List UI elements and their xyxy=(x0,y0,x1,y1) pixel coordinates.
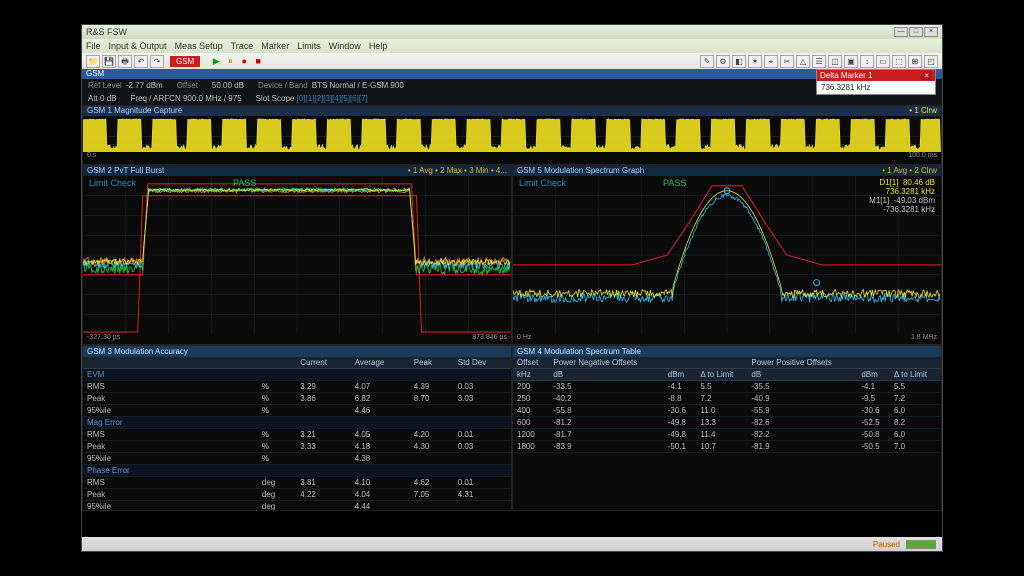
spectrum-table: OffsetPower Negative OffsetsPower Positi… xyxy=(513,357,941,453)
spectrum-limit-label: Limit Check xyxy=(519,178,566,188)
tbtn-j[interactable]: ▣ xyxy=(844,55,858,68)
spectrum-x0: 0 Hz xyxy=(517,334,531,344)
record-icon[interactable]: ● xyxy=(238,55,250,67)
spectrum-title: GSM 5 Modulation Spectrum Graph xyxy=(517,166,644,176)
titlebar: R&S FSW — □ × xyxy=(82,25,942,39)
min-button[interactable]: — xyxy=(894,27,908,37)
tab-gsm[interactable]: GSM xyxy=(170,56,200,67)
spectable-panel: GSM 4 Modulation Spectrum Table OffsetPo… xyxy=(512,345,942,511)
menu-marker[interactable]: Marker xyxy=(261,41,289,51)
menu-limits[interactable]: Limits xyxy=(297,41,321,51)
m2-name: M1[1] xyxy=(869,196,889,205)
tbtn-g[interactable]: △ xyxy=(796,55,810,68)
freq-value: 900.0 MHz / 975 xyxy=(183,94,242,103)
slot-value: [0][1][2][3][4][5][6][7] xyxy=(297,94,368,103)
menu-io[interactable]: Input & Output xyxy=(109,41,167,51)
tbtn-open[interactable]: 📁 xyxy=(86,55,100,68)
tbtn-e[interactable]: ⌖ xyxy=(764,55,778,68)
device-label: Device / Band xyxy=(258,81,308,90)
device-value: BTS Normal / E-GSM 900 xyxy=(312,81,404,90)
capture-x1: 100.0 ms xyxy=(908,152,937,164)
menu-meas[interactable]: Meas Setup xyxy=(175,41,223,51)
tbtn-h[interactable]: ☰ xyxy=(812,55,826,68)
menu-file[interactable]: File xyxy=(86,41,101,51)
spectable-title: GSM 4 Modulation Spectrum Table xyxy=(513,346,941,357)
status-paused: Paused xyxy=(873,540,900,549)
play-icon[interactable]: ▶ xyxy=(210,55,222,67)
m2-v2: -736.3281 kHz xyxy=(869,205,935,214)
tbtn-l[interactable]: ▭ xyxy=(876,55,890,68)
freq-label: Freq / ARFCN xyxy=(130,94,180,103)
accuracy-title: GSM 3 Modulation Accuracy xyxy=(83,346,511,357)
offset-label: Offset xyxy=(177,81,198,90)
burst-limit-label: Limit Check xyxy=(89,178,136,188)
menu-help[interactable]: Help xyxy=(369,41,388,51)
infobar: Ref Level -2.77 dBm Offset 50.00 dB Devi… xyxy=(82,79,942,92)
delta-title: Delta Marker 1 xyxy=(820,71,872,80)
m1-name: D1[1] xyxy=(879,178,898,187)
menubar: File Input & Output Meas Setup Trace Mar… xyxy=(82,39,942,53)
tbtn-o[interactable]: ◰ xyxy=(924,55,938,68)
tbtn-redo[interactable]: ↷ xyxy=(150,55,164,68)
burst-pass-label: PASS xyxy=(233,178,256,188)
app-title: R&S FSW xyxy=(86,27,127,37)
capture-title: GSM 1 Magnitude Capture xyxy=(87,106,182,116)
tbtn-b[interactable]: ⚙ xyxy=(716,55,730,68)
tbtn-m[interactable]: ⬚ xyxy=(892,55,906,68)
close-button[interactable]: × xyxy=(924,27,938,37)
tbtn-c[interactable]: ◧ xyxy=(732,55,746,68)
ref-level-label: Ref Level xyxy=(88,81,122,90)
menu-trace[interactable]: Trace xyxy=(231,41,254,51)
capture-x0: 0 s xyxy=(87,152,96,164)
accuracy-panel: GSM 3 Modulation Accuracy CurrentAverage… xyxy=(82,345,512,511)
delta-close-icon[interactable]: × xyxy=(921,71,932,80)
stop-icon[interactable]: ■ xyxy=(252,55,264,67)
tbtn-k[interactable]: ↕ xyxy=(860,55,874,68)
tbtn-undo[interactable]: ↶ xyxy=(134,55,148,68)
menu-window[interactable]: Window xyxy=(329,41,361,51)
att-value: 0 dB xyxy=(100,94,116,103)
swt-value: 50.00 dB xyxy=(212,81,244,90)
att-label: Att xyxy=(88,94,98,103)
infobar2: Att 0 dB Freq / ARFCN 900.0 MHz / 975 Sl… xyxy=(82,92,942,105)
tbtn-d[interactable]: ✶ xyxy=(748,55,762,68)
m1-v2: 736.3281 kHz xyxy=(869,187,935,196)
burst-legend: • 1 Avg • 2 Max • 3 Min • 4... xyxy=(408,166,507,176)
tbtn-a[interactable]: ✎ xyxy=(700,55,714,68)
capture-panel: GSM 1 Magnitude Capture • 1 Clrw 0 s 100… xyxy=(82,105,942,165)
tbtn-i[interactable]: ◫ xyxy=(828,55,842,68)
spectrum-pass-label: PASS xyxy=(663,178,686,188)
m1-v1: 80.46 dB xyxy=(903,178,935,187)
burst-title: GSM 2 PvT Full Burst xyxy=(87,166,164,176)
row-tables: GSM 3 Modulation Accuracy CurrentAverage… xyxy=(82,345,942,511)
ref-level-value: -2.77 dBm xyxy=(126,81,163,90)
burst-plot: GSM 2 PvT Full Burst • 1 Avg • 2 Max • 3… xyxy=(82,165,512,345)
tbtn-print[interactable]: 🖶 xyxy=(118,55,132,68)
status-indicator xyxy=(906,540,936,549)
max-button[interactable]: □ xyxy=(909,27,923,37)
spectrum-markers: D1[1] 80.46 dB 736.3281 kHz M1[1] -49.03… xyxy=(869,178,935,214)
statusbar: Paused xyxy=(82,537,942,551)
capture-legend: • 1 Clrw xyxy=(909,106,937,116)
spectrum-x1: 1.8 MHz xyxy=(911,334,937,344)
burst-x0: -327.30 µs xyxy=(87,334,120,344)
row-plots: GSM 2 PvT Full Burst • 1 Avg • 2 Max • 3… xyxy=(82,165,942,345)
pause-icon[interactable]: ⏸ xyxy=(224,55,236,67)
burst-waveform xyxy=(83,176,511,334)
tbtn-n[interactable]: ⊞ xyxy=(908,55,922,68)
spectrum-legend: • 1 Avg • 2 Clrw xyxy=(882,166,937,176)
delta-marker-box: Delta Marker 1 × 736.3281 kHz xyxy=(816,69,936,95)
accuracy-table: CurrentAveragePeakStd DevEVMRMS%3.294.07… xyxy=(83,357,511,511)
toolbar: 📁 💾 🖶 ↶ ↷ GSM ▶ ⏸ ● ■ ✎ ⚙ ◧ ✶ ⌖ ✂ △ ☰ ◫ … xyxy=(82,53,942,69)
slot-label: Slot Scope xyxy=(256,94,295,103)
delta-value: 736.3281 kHz xyxy=(817,81,935,94)
bluestrip: GSM xyxy=(82,69,942,79)
m2-v1: -49.03 dBm xyxy=(894,196,935,205)
app-window: R&S FSW — □ × File Input & Output Meas S… xyxy=(81,24,943,552)
spectrum-plot: GSM 5 Modulation Spectrum Graph • 1 Avg … xyxy=(512,165,942,345)
burst-x1: 873.846 µs xyxy=(472,334,507,344)
tbtn-f[interactable]: ✂ xyxy=(780,55,794,68)
capture-waveform xyxy=(83,116,941,152)
tbtn-save[interactable]: 💾 xyxy=(102,55,116,68)
